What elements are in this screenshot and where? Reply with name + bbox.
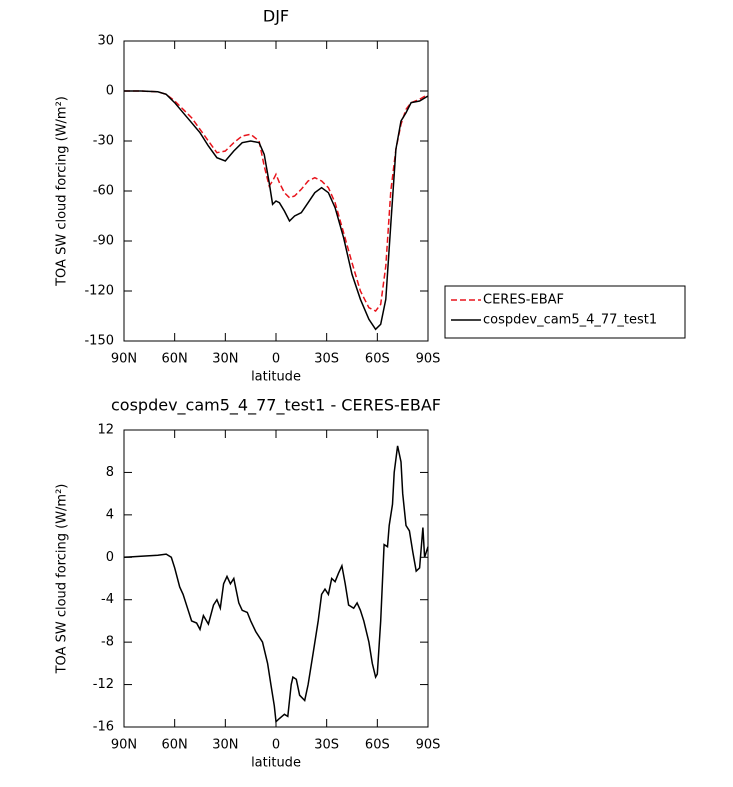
y-tick-label: -30	[93, 134, 114, 149]
x-tick-label: 0	[272, 352, 280, 367]
x-tick-label: 90S	[416, 738, 441, 753]
x-tick-label: 0	[272, 738, 280, 753]
x-tick-label: 30N	[212, 352, 238, 367]
legend-label: cospdev_cam5_4_77_test1	[483, 313, 657, 328]
x-tick-label: 60N	[162, 738, 188, 753]
y-tick-label: 12	[97, 423, 114, 438]
y-tick-label: -120	[84, 284, 114, 299]
x-tick-label: 90N	[111, 352, 137, 367]
y-tick-label: 0	[106, 550, 114, 565]
y-tick-label: -12	[93, 677, 114, 692]
x-tick-label: 90S	[416, 352, 441, 367]
x-tick-label: 60S	[365, 738, 390, 753]
y-tick-label: -4	[101, 592, 114, 607]
x-tick-label: 60N	[162, 352, 188, 367]
chart-title: DJF	[263, 7, 289, 26]
x-axis-label: latitude	[251, 370, 301, 385]
x-tick-label: 30S	[314, 738, 339, 753]
y-tick-label: -150	[84, 334, 114, 349]
x-tick-label: 30N	[212, 738, 238, 753]
y-axis-label: TOA SW cloud forcing (W/m²)	[55, 484, 70, 675]
y-axis-label: TOA SW cloud forcing (W/m²)	[55, 96, 70, 287]
data-line	[124, 90, 429, 312]
y-tick-label: -60	[93, 184, 114, 199]
x-tick-label: 60S	[365, 352, 390, 367]
y-tick-label: 8	[106, 465, 114, 480]
y-tick-label: -8	[101, 635, 114, 650]
x-axis-label: latitude	[251, 756, 301, 771]
chart-title: cospdev_cam5_4_77_test1 - CERES-EBAF	[111, 396, 441, 416]
data-line	[123, 445, 429, 724]
y-tick-label: -16	[93, 720, 114, 735]
plot-frame	[123, 429, 429, 728]
y-tick-label: 30	[97, 34, 114, 49]
legend-label: CERES-EBAF	[483, 293, 564, 308]
plot-frame	[123, 40, 429, 342]
x-tick-label: 90N	[111, 738, 137, 753]
y-tick-label: 4	[106, 507, 114, 522]
y-tick-label: -90	[93, 234, 114, 249]
y-tick-label: 0	[106, 84, 114, 99]
x-tick-label: 30S	[314, 352, 339, 367]
legend-box	[444, 285, 686, 339]
data-line	[124, 90, 429, 331]
